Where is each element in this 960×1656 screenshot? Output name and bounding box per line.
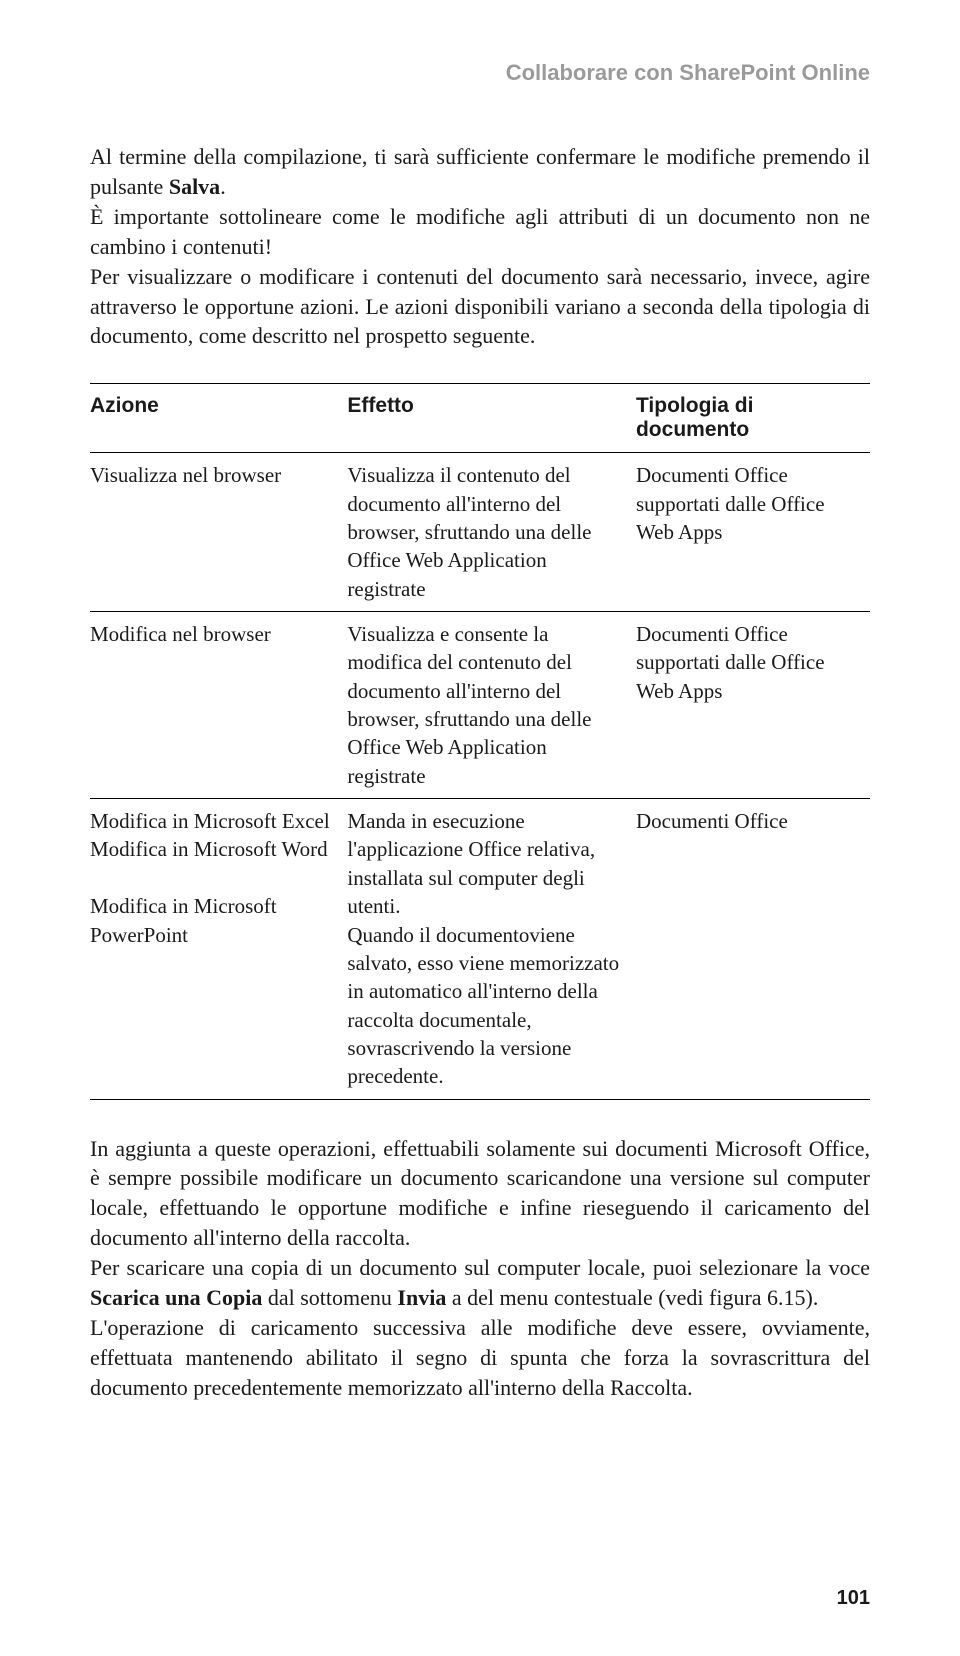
intro-p3: Per visualizzare o modificare i contenut… bbox=[90, 264, 870, 349]
outro-p1: In aggiunta a queste operazioni, effettu… bbox=[90, 1136, 870, 1251]
outro-p2-post: a del menu contestuale (vedi figura 6.15… bbox=[446, 1285, 818, 1310]
intro-p2: È importante sottolineare come le modifi… bbox=[90, 204, 870, 259]
cell-action: Visualizza nel browser bbox=[90, 453, 347, 612]
chapter-title: Collaborare con SharePoint Online bbox=[90, 60, 870, 86]
page-number: 101 bbox=[837, 1587, 870, 1610]
intro-paragraphs: Al termine della compilazione, ti sarà s… bbox=[90, 142, 870, 351]
outro-p2-pre: Per scaricare una copia di un documento … bbox=[90, 1255, 870, 1280]
cell-action: Modifica in Microsoft Excel Modifica in … bbox=[90, 799, 347, 1099]
outro-p3: L'operazione di caricamento successiva a… bbox=[90, 1315, 870, 1400]
th-effect: Effetto bbox=[347, 384, 636, 453]
cell-effect: Visualizza e consente la modifica del co… bbox=[347, 612, 636, 799]
th-action: Azione bbox=[90, 384, 347, 453]
table-row: Modifica nel browser Visualizza e consen… bbox=[90, 612, 870, 799]
outro-p2-b1: Scarica una Copia bbox=[90, 1285, 262, 1310]
cell-type: Documenti Office supportati dalle Office… bbox=[636, 612, 870, 799]
actions-table: Azione Effetto Tipologia di documento Vi… bbox=[90, 383, 870, 1099]
intro-p1-post: . bbox=[220, 174, 226, 199]
table-row: Modifica in Microsoft Excel Modifica in … bbox=[90, 799, 870, 1099]
table-row: Visualizza nel browser Visualizza il con… bbox=[90, 453, 870, 612]
cell-type: Documenti Office bbox=[636, 799, 870, 1099]
outro-p2-mid1: dal sottomenu bbox=[262, 1285, 397, 1310]
outro-paragraphs: In aggiunta a queste operazioni, effettu… bbox=[90, 1134, 870, 1403]
cell-action: Modifica nel browser bbox=[90, 612, 347, 799]
cell-type: Documenti Office supportati dalle Office… bbox=[636, 453, 870, 612]
th-type: Tipologia di documento bbox=[636, 384, 870, 453]
intro-p1-bold: Salva bbox=[169, 174, 220, 199]
cell-effect: Visualizza il contenuto del documento al… bbox=[347, 453, 636, 612]
outro-p2-b2: Invia bbox=[397, 1285, 446, 1310]
table-header-row: Azione Effetto Tipologia di documento bbox=[90, 384, 870, 453]
cell-effect: Manda in esecuzione l'applicazione Offic… bbox=[347, 799, 636, 1099]
